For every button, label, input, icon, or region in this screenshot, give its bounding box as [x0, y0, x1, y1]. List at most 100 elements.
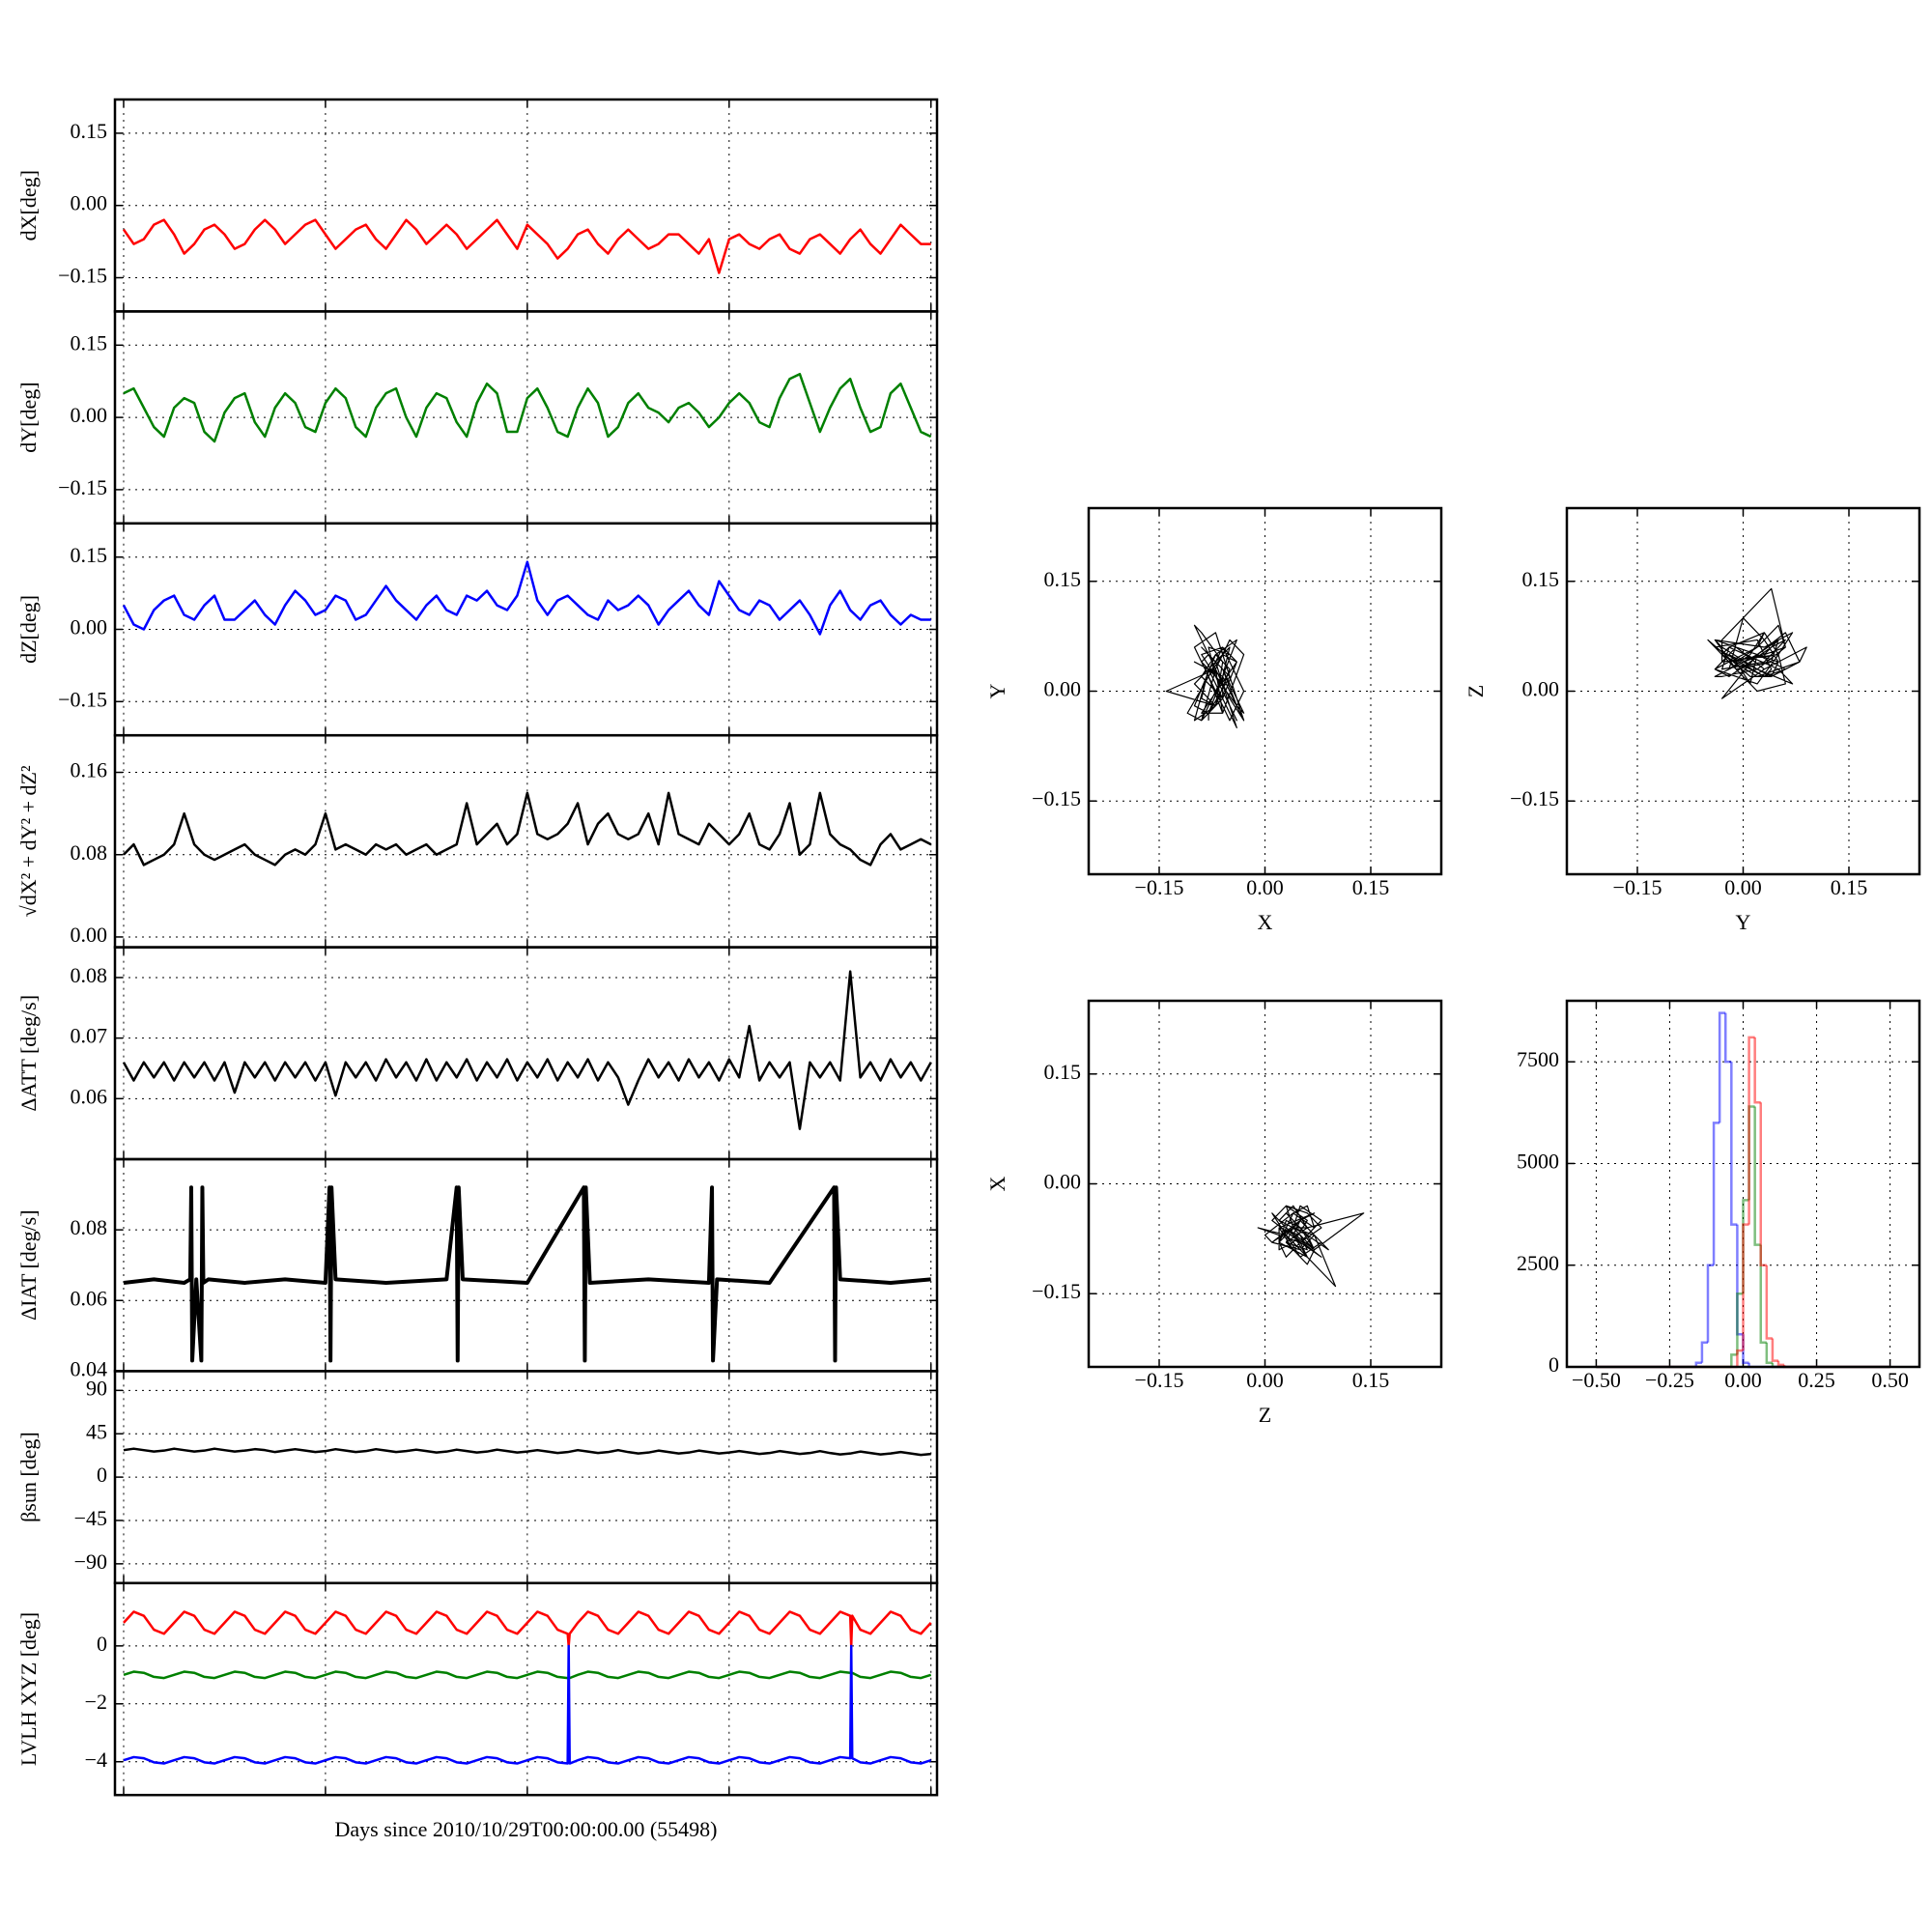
y-tick-label: 0.00: [71, 923, 108, 947]
y-tick-label: −2: [85, 1690, 107, 1714]
y-tick-label: 0.15: [71, 330, 108, 355]
histogram-bin: [1753, 1106, 1761, 1246]
y-tick-label: 0: [97, 1632, 107, 1656]
histogram-bin: [1765, 1264, 1773, 1340]
y-tick-label: 0.00: [71, 191, 108, 215]
axes-frame: [1087, 506, 1443, 876]
histogram-bin: [1712, 1122, 1720, 1265]
histogram-bin: [1753, 1037, 1761, 1104]
histogram-bin: [1742, 1223, 1749, 1351]
histogram-bin: [1706, 1264, 1715, 1343]
histogram-bin: [1700, 1341, 1708, 1363]
y-tick-label: 0.15: [1044, 567, 1082, 591]
histogram-bin: [1730, 1062, 1738, 1226]
y-tick-label: 5000: [1517, 1149, 1559, 1173]
y-tick-label: 0.06: [71, 1286, 108, 1310]
y-axis-label: X: [985, 1176, 1009, 1191]
y-tick-label: 0: [97, 1463, 107, 1487]
y-tick-label: 2500: [1517, 1251, 1559, 1275]
data-line: [122, 970, 932, 1130]
data-line: [123, 1644, 932, 1765]
x-tick-label: −0.15: [1135, 875, 1184, 899]
y-tick-label: 0.00: [1044, 677, 1082, 701]
x-tick-label: −0.15: [1135, 1368, 1184, 1392]
x-tick-label: 0.00: [1724, 875, 1762, 899]
histogram-bin: [1694, 1361, 1702, 1367]
y-axis-label: dZ[deg]: [16, 595, 41, 664]
data-line: [1257, 1205, 1365, 1288]
y-tick-label: 0.15: [1522, 567, 1560, 591]
y-tick-label: 0.00: [71, 403, 108, 427]
y-tick-label: 0.15: [1044, 1060, 1082, 1084]
y-tick-label: −4: [85, 1747, 107, 1772]
x-tick-label: 0.00: [1246, 1368, 1284, 1392]
y-tick-label: −0.15: [58, 264, 107, 288]
x-axis-label: Days since 2010/10/29T00:00:00.00 (55498…: [335, 1817, 718, 1841]
y-tick-label: 0.06: [71, 1084, 108, 1108]
data-line: [123, 1185, 931, 1363]
histogram-bin: [1736, 1292, 1744, 1355]
data-line: [1707, 587, 1807, 699]
histogram-bin: [1765, 1342, 1773, 1365]
axes-frame: [1565, 506, 1921, 876]
y-tick-label: 0.08: [71, 963, 108, 987]
y-axis-label: ΔIAT [deg/s]: [16, 1209, 41, 1321]
y-tick-label: 0.15: [71, 119, 108, 143]
histogram-bin: [1759, 1102, 1767, 1266]
y-axis-label: dY[deg]: [16, 382, 41, 452]
y-tick-label: 0.00: [71, 615, 108, 639]
y-tick-label: −90: [74, 1549, 107, 1574]
y-axis-label: Z: [1463, 685, 1488, 697]
x-axis-label: X: [1258, 910, 1273, 934]
histogram-bin: [1736, 1349, 1744, 1367]
x-tick-label: 0.15: [1352, 1368, 1390, 1392]
y-tick-label: −0.15: [1032, 786, 1081, 810]
y-tick-label: 90: [86, 1376, 107, 1400]
axes-frame: [1087, 999, 1443, 1369]
histogram-bin: [1747, 1036, 1755, 1225]
y-tick-label: 0.15: [71, 543, 108, 567]
x-tick-label: 0.00: [1246, 875, 1284, 899]
x-axis-label: Z: [1259, 1403, 1271, 1427]
data-line: [123, 1670, 932, 1680]
y-tick-label: 0.16: [71, 758, 108, 782]
y-tick-label: 0: [1548, 1352, 1559, 1377]
y-axis-label: Y: [985, 683, 1009, 698]
y-axis-label: βsun [deg]: [16, 1432, 41, 1522]
data-line: [123, 1610, 932, 1648]
y-axis-label: ΔATT [deg/s]: [16, 995, 41, 1112]
data-line: [123, 791, 932, 867]
x-tick-label: 0.50: [1871, 1368, 1909, 1392]
x-tick-label: −0.50: [1572, 1368, 1621, 1392]
data-line: [123, 372, 932, 443]
x-tick-label: 0.00: [1724, 1368, 1762, 1392]
y-axis-label: LVLH XYZ [deg]: [16, 1612, 41, 1766]
x-tick-label: −0.25: [1645, 1368, 1694, 1392]
y-tick-label: 45: [86, 1419, 107, 1443]
x-tick-label: 0.15: [1831, 875, 1868, 899]
y-tick-label: −0.15: [1510, 786, 1559, 810]
histogram-bin: [1759, 1244, 1767, 1344]
y-tick-label: −45: [74, 1506, 107, 1530]
y-tick-label: 0.04: [71, 1356, 108, 1380]
data-line: [122, 218, 931, 274]
data-line: [1165, 624, 1245, 728]
data-line: [123, 1447, 931, 1457]
x-axis-label: Y: [1736, 910, 1751, 934]
y-tick-label: −0.15: [1032, 1279, 1081, 1303]
y-tick-label: 0.00: [1522, 677, 1560, 701]
y-tick-label: 7500: [1517, 1047, 1559, 1071]
x-tick-label: −0.15: [1613, 875, 1662, 899]
y-tick-label: 0.08: [71, 840, 108, 865]
y-tick-label: 0.07: [71, 1024, 108, 1048]
y-tick-label: −0.15: [58, 475, 107, 499]
axes-frame: [1565, 999, 1921, 1369]
histogram-bin: [1718, 1011, 1726, 1123]
histogram-bin: [1771, 1338, 1778, 1362]
x-tick-label: 0.25: [1798, 1368, 1835, 1392]
histogram-bin: [1730, 1353, 1738, 1367]
data-line: [122, 560, 931, 636]
y-tick-label: −0.15: [58, 687, 107, 711]
histogram-bin: [1776, 1360, 1785, 1367]
